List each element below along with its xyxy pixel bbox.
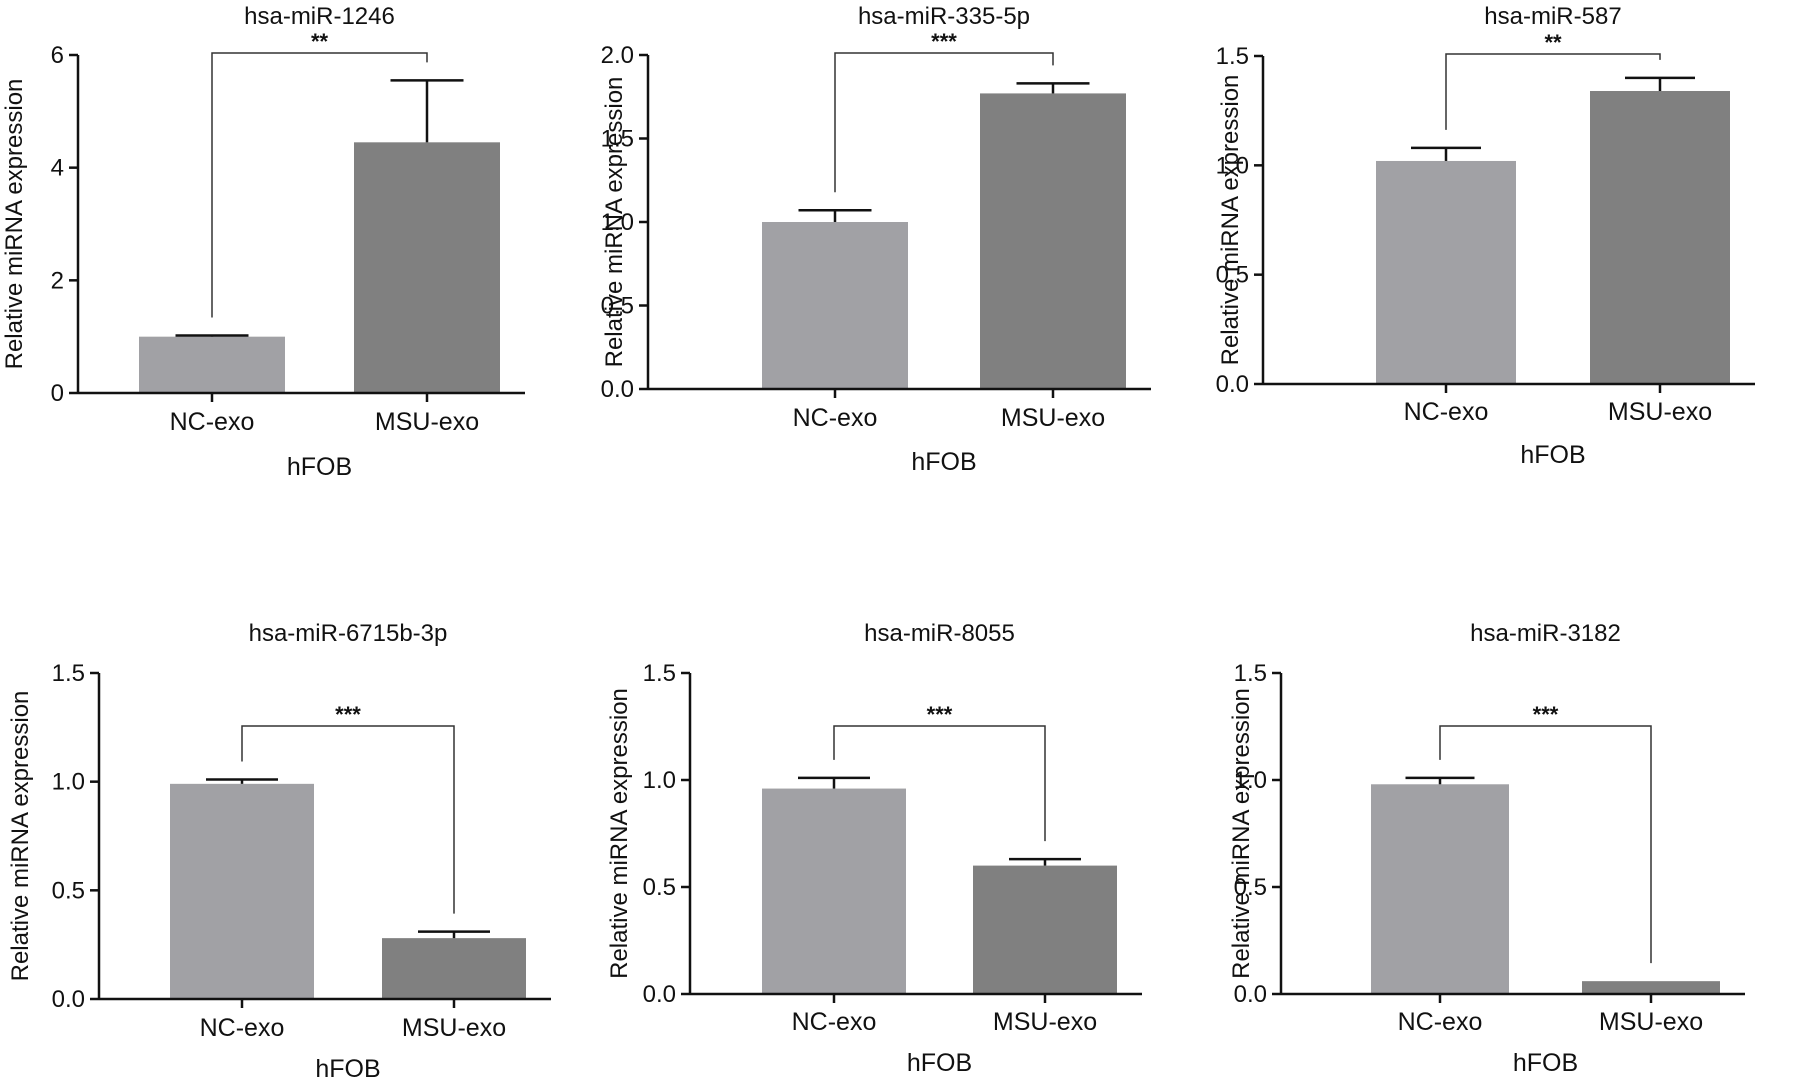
x-category-label: MSU-exo — [402, 1014, 506, 1042]
x-axis-label: hFOB — [1520, 441, 1585, 469]
bar-msu-exo — [980, 93, 1126, 389]
y-tick-label: 0.0 — [52, 986, 85, 1013]
y-axis-label: Relative miRNA expression — [1, 79, 28, 370]
x-category-label: NC-exo — [792, 1008, 877, 1036]
bar-msu-exo — [382, 938, 526, 999]
bar-msu-exo — [973, 865, 1117, 994]
significance-bracket — [1445, 53, 1661, 130]
y-tick-label: 2.0 — [601, 42, 634, 69]
bar-nc-exo — [170, 783, 314, 999]
y-tick-label: 0.0 — [643, 981, 676, 1008]
chart-panel-6: hsa-miR-3182 *** 0.0 0.5 1.0 1.5 NC-exo MSU-exo… — [1228, 620, 1745, 1077]
y-tick-label: 0.0 — [1234, 981, 1267, 1008]
y-axis-label: Relative miRNA expression — [1217, 75, 1244, 366]
chart-title: hsa-miR-335-5p — [858, 3, 1030, 30]
bar-msu-exo — [354, 142, 500, 393]
y-tick-label: 1.0 — [52, 769, 85, 796]
y-tick-label: 0.5 — [601, 293, 634, 320]
x-category-label: NC-exo — [200, 1014, 285, 1042]
x-axis-label: hFOB — [911, 448, 976, 476]
x-axis-label: hFOB — [315, 1055, 380, 1078]
y-tick-label: 4 — [51, 155, 64, 182]
x-axis-label: hFOB — [907, 1049, 972, 1077]
chart-panel-2: hsa-miR-335-5p*** 0.0 0.5 1.0 1.5 2.0 NC-exo MS… — [601, 3, 1151, 476]
y-tick-label: 1.5 — [1234, 660, 1267, 687]
chart-panel-5: hsa-miR-8055 *** 0.0 0.5 1.0 1.5 NC-exo MSU-exo… — [606, 620, 1142, 1077]
y-tick-label: 1.0 — [601, 209, 634, 236]
x-category-label: NC-exo — [793, 404, 878, 432]
y-tick-label: 1.0 — [1216, 152, 1249, 179]
y-axis-label: Relative miRNA expression — [7, 691, 34, 982]
chart-title: hsa-miR-6715b-3p — [249, 620, 448, 647]
chart-panel-4: hsa-miR-6715b-3p *** 0.0 0.5 1.0 1.5 NC-exo MSU… — [7, 620, 551, 1078]
bar-nc-exo — [762, 222, 908, 389]
x-category-label: MSU-exo — [1001, 404, 1105, 432]
chart-panel-3: hsa-miR-587** 0.0 0.5 1.0 1.5 NC-exo MSU-exo hF… — [1216, 3, 1755, 469]
y-tick-label: 1.5 — [1216, 43, 1249, 70]
significance-label: ** — [1544, 30, 1562, 55]
x-category-label: NC-exo — [170, 408, 255, 436]
bar-nc-exo — [139, 336, 285, 393]
y-tick-label: 1.5 — [52, 660, 85, 687]
x-category-label: MSU-exo — [1599, 1008, 1703, 1036]
chart-title: hsa-miR-3182 — [1470, 620, 1621, 647]
y-tick-label: 1.0 — [1234, 767, 1267, 794]
x-category-label: MSU-exo — [993, 1008, 1097, 1036]
y-tick-label: 0 — [51, 380, 64, 407]
significance-bracket — [241, 725, 455, 914]
significance-label: *** — [931, 29, 957, 54]
y-tick-label: 0.5 — [1234, 874, 1267, 901]
bar-nc-exo — [1371, 784, 1509, 994]
significance-label: ** — [311, 29, 329, 54]
y-tick-label: 0.5 — [643, 874, 676, 901]
x-category-label: NC-exo — [1404, 398, 1489, 426]
significance-bracket — [834, 52, 1054, 193]
x-category-label: MSU-exo — [375, 408, 479, 436]
significance-label: *** — [335, 702, 361, 727]
y-tick-label: 0.0 — [1216, 371, 1249, 398]
chart-title: hsa-miR-587 — [1484, 3, 1621, 30]
bar-msu-exo — [1590, 90, 1730, 384]
y-tick-label: 0.5 — [1216, 262, 1249, 289]
y-axis-label: Relative miRNA expression — [1228, 688, 1255, 979]
significance-label: *** — [1533, 702, 1559, 727]
significance-label: *** — [927, 702, 953, 727]
x-category-label: MSU-exo — [1608, 398, 1712, 426]
significance-bracket — [211, 52, 428, 318]
y-tick-label: 1.5 — [643, 660, 676, 687]
bar-msu-exo — [1582, 981, 1720, 994]
chart-title: hsa-miR-1246 — [244, 3, 395, 30]
y-tick-label: 1.5 — [601, 126, 634, 153]
y-tick-label: 2 — [51, 267, 64, 294]
chart-title: hsa-miR-8055 — [864, 620, 1015, 647]
y-axis-label: Relative miRNA expression — [601, 77, 628, 368]
y-tick-label: 1.0 — [643, 767, 676, 794]
significance-bracket — [1439, 725, 1652, 964]
y-tick-label: 0.5 — [52, 877, 85, 904]
y-axis-label: Relative miRNA expression — [606, 688, 633, 979]
y-tick-label: 6 — [51, 42, 64, 69]
x-axis-label: hFOB — [1513, 1049, 1578, 1077]
y-tick-label: 0.0 — [601, 376, 634, 403]
bar-nc-exo — [762, 788, 906, 994]
x-category-label: NC-exo — [1398, 1008, 1483, 1036]
chart-panel-1: hsa-miR-1246** 0 2 4 6 NC-exo MSU-exo hFOB Relat… — [1, 3, 525, 481]
significance-bracket — [833, 725, 1046, 842]
bar-nc-exo — [1376, 160, 1516, 384]
x-axis-label: hFOB — [287, 453, 352, 481]
